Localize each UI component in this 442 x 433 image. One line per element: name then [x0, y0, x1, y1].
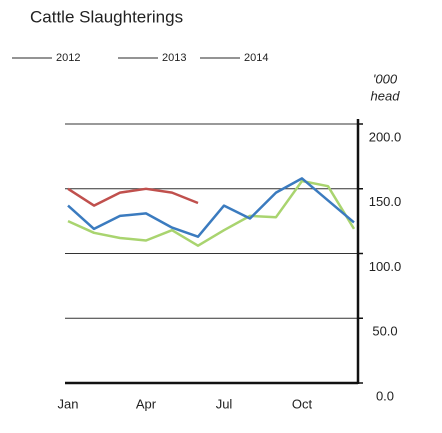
y-tick-label: 0.0 — [376, 388, 394, 403]
x-tick-label: Apr — [136, 396, 157, 411]
series-line — [67, 187, 199, 207]
y-tick-label: 100.0 — [369, 259, 402, 274]
legend-label: 2014 — [244, 52, 268, 64]
y-axis-label: head — [371, 88, 401, 103]
y-tick-label: 150.0 — [369, 194, 402, 209]
y-tick-label: 50.0 — [372, 324, 397, 339]
legend-label: 2012 — [56, 52, 80, 64]
y-tick-label: 200.0 — [369, 129, 402, 144]
chart-title: Cattle Slaughterings — [30, 7, 183, 26]
y-axis-label: '000 — [373, 71, 398, 86]
x-tick-label: Jul — [216, 396, 233, 411]
legend-label: 2013 — [162, 52, 186, 64]
series-line — [67, 179, 356, 247]
x-tick-label: Oct — [292, 396, 313, 411]
series-line — [67, 177, 355, 238]
x-tick-label: Jan — [58, 396, 79, 411]
